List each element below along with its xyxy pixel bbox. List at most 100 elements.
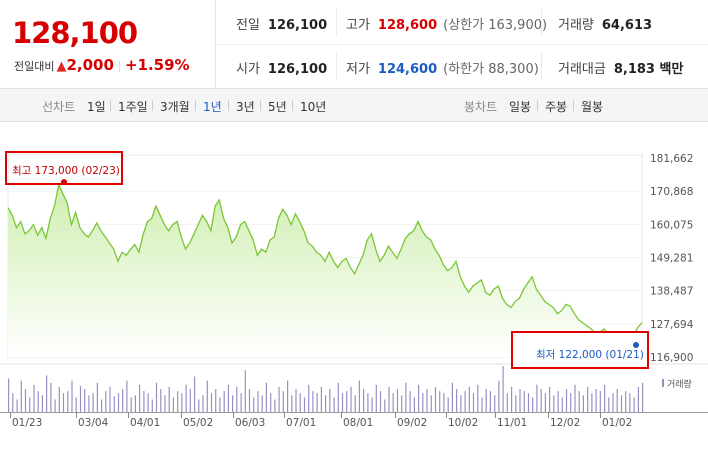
volume-bar	[456, 389, 458, 412]
volume-bar	[642, 382, 644, 412]
volume-bar	[282, 391, 284, 412]
high-label: 고가	[346, 18, 370, 33]
volume-bar	[198, 399, 200, 412]
period-3y[interactable]: 3년	[236, 100, 255, 114]
volume-bars: 거래량	[8, 366, 692, 412]
volume-bar	[616, 389, 618, 412]
volume-bar	[392, 393, 394, 412]
volume-bar	[523, 391, 525, 412]
volume-bar	[130, 397, 132, 412]
volume-bar	[346, 391, 348, 412]
volume-bar	[549, 386, 551, 412]
period-10y[interactable]: 10년	[300, 100, 327, 114]
volume-bar	[325, 395, 327, 412]
volume-bar	[472, 393, 475, 412]
x-tick-label: 10/02	[448, 417, 478, 429]
volume-bar	[160, 389, 162, 412]
price-summary: 128,100 전일대비 ▲2,000 +1.59%	[0, 0, 216, 88]
volume-bar	[308, 384, 310, 412]
high-stat: 고가 128,600 (상한가 163,900)	[346, 14, 547, 33]
volume-bar	[329, 389, 331, 412]
volume-bar	[489, 391, 491, 412]
volume-bar	[84, 389, 86, 412]
volume-bar	[227, 384, 229, 412]
volume-bar	[633, 397, 635, 412]
divider	[260, 100, 261, 111]
high-marker-label: 최고 173,000 (02/23)	[12, 165, 120, 177]
volume-bar	[155, 382, 158, 412]
volume-bar	[506, 393, 508, 412]
candle-daily[interactable]: 일봉	[509, 100, 532, 114]
volume-bar	[337, 382, 339, 412]
volume-bar	[557, 391, 559, 412]
volume-bar	[561, 397, 563, 412]
divider	[573, 100, 574, 111]
volume-bar	[168, 386, 170, 412]
volume-bar	[540, 389, 542, 412]
volume-bar	[299, 393, 301, 412]
volume-bar	[50, 382, 52, 412]
volume-bar	[248, 389, 251, 412]
x-tick-label: 06/03	[235, 417, 265, 429]
volume-bar	[582, 395, 584, 412]
volume-bar	[409, 391, 411, 412]
y-tick-label: 138,487	[650, 286, 693, 298]
volume-bar	[303, 397, 306, 412]
volume-bar	[608, 397, 610, 412]
change-label: 전일대비	[14, 60, 55, 73]
volume-bar	[637, 386, 639, 412]
volume-bar	[232, 395, 234, 412]
volume-bar	[443, 393, 445, 412]
volume-bar	[291, 395, 293, 412]
volume-bar	[599, 391, 601, 412]
candle-monthly[interactable]: 월봉	[581, 100, 604, 114]
volume-bar	[147, 393, 149, 412]
volume-bar	[58, 386, 60, 412]
period-1y[interactable]: 1년	[203, 100, 222, 114]
volume-bar	[177, 391, 179, 412]
volume-bar	[24, 389, 27, 412]
volume-bar	[20, 380, 22, 412]
volume-bar	[143, 391, 145, 412]
stats-row: 시가 126,100 저가 124,600 (하한가 88,300) 거래대금 8,18…	[216, 44, 708, 88]
volume-bar	[384, 399, 386, 412]
volume-bar	[358, 380, 360, 412]
volume-bar	[464, 391, 466, 412]
volume-bar	[371, 397, 373, 412]
volume-bar	[511, 386, 513, 412]
volume-bar	[109, 386, 111, 412]
volume-bar	[379, 391, 382, 412]
period-1d[interactable]: 1일	[87, 100, 106, 114]
low-stat: 저가 124,600 (하한가 88,300)	[346, 58, 539, 77]
volume-bar	[494, 395, 496, 412]
period-1w[interactable]: 1주일	[118, 100, 148, 114]
y-tick-label: 127,694	[650, 319, 694, 331]
price-chart: 181,662 170,868 160,075 149,281 138,487 127,6…	[0, 151, 708, 429]
period-5y[interactable]: 5년	[268, 100, 287, 114]
volume-bar	[79, 385, 82, 412]
candle-weekly[interactable]: 주봉	[545, 100, 568, 114]
low-marker-label: 최저 122,000 (01/21)	[536, 349, 644, 361]
volume-bar	[595, 389, 597, 412]
x-tick-label: 04/01	[130, 417, 160, 429]
lower-limit: (하한가 88,300)	[443, 62, 539, 77]
divider	[541, 8, 542, 36]
price-line	[7, 182, 643, 343]
volume-bar	[134, 395, 136, 412]
volume-bar	[172, 397, 174, 412]
volume-bar	[333, 397, 335, 412]
volume-bar	[210, 393, 213, 412]
period-3m[interactable]: 3개월	[160, 100, 190, 114]
volume-bar	[591, 393, 593, 412]
volume-bar	[625, 391, 627, 412]
volume-bar	[202, 395, 204, 412]
volume-bar	[92, 393, 94, 412]
volume-bar	[8, 378, 10, 412]
y-tick-label: 149,281	[650, 253, 693, 265]
volume-bar	[620, 395, 623, 412]
volume-bar	[312, 391, 314, 412]
trade-value-stat: 거래대금 8,183 백만	[558, 58, 683, 77]
volume-bar	[426, 389, 428, 412]
volume-bar	[430, 395, 432, 412]
open-label: 시가	[236, 62, 260, 77]
